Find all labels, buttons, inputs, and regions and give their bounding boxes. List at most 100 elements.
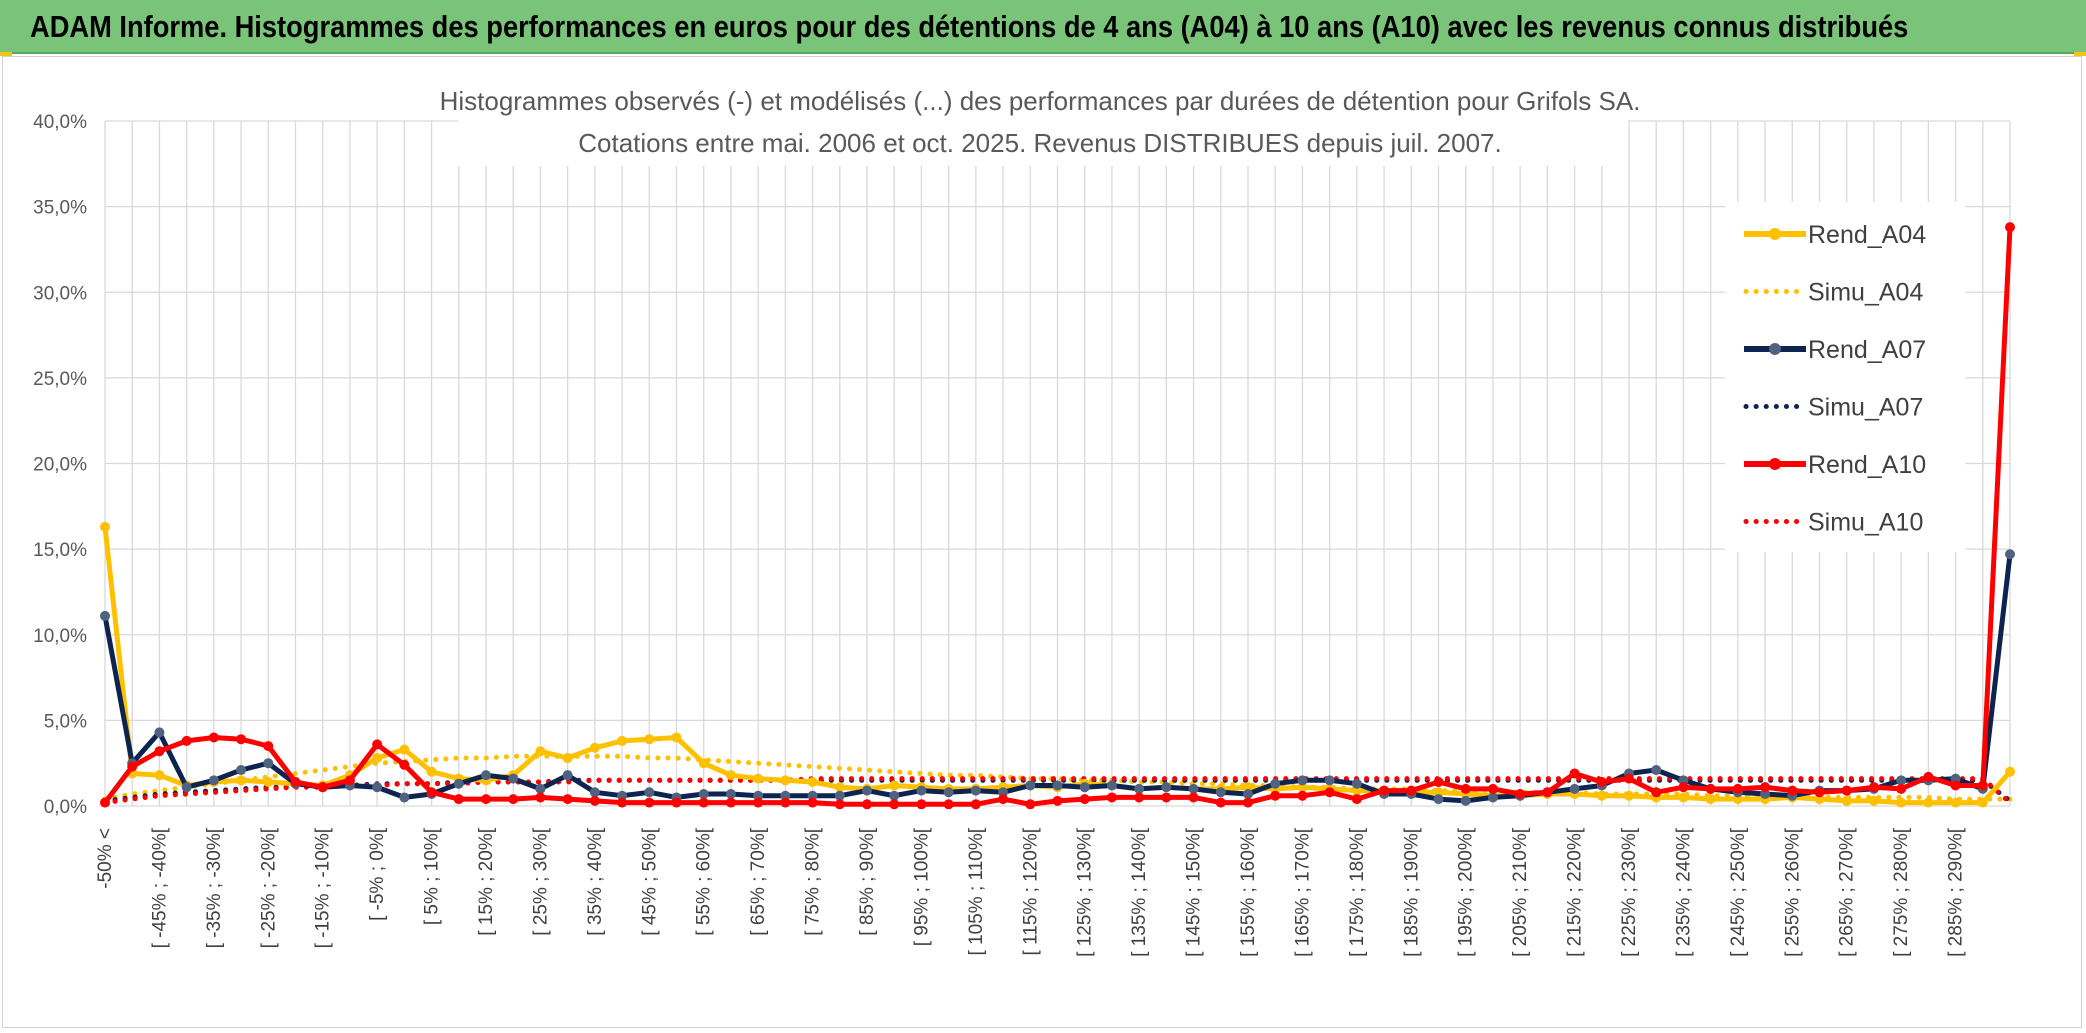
- x-tick-label: [ 175% ; 180%[: [1347, 827, 1368, 957]
- x-tick-label: [ 55% ; 60%[: [694, 827, 715, 935]
- x-tick-label: [ 235% ; 240%[: [1673, 827, 1694, 957]
- data-point: [1406, 785, 1417, 796]
- data-point: [1460, 795, 1471, 806]
- legend-marker: [1769, 343, 1781, 355]
- data-point: [970, 785, 981, 796]
- grid-layer: [104, 120, 2011, 807]
- data-point: [698, 758, 709, 769]
- x-tick-label: [ 135% ; 140%[: [1129, 827, 1150, 957]
- data-point: [589, 795, 600, 806]
- data-point: [236, 734, 247, 745]
- data-point: [1270, 778, 1281, 789]
- data-point: [1678, 792, 1689, 803]
- data-point: [1379, 785, 1390, 796]
- data-point: [562, 770, 573, 781]
- title-backdrop: [458, 78, 1628, 166]
- data-point: [372, 753, 383, 764]
- x-tick-label: [ 155% ; 160%[: [1238, 827, 1259, 957]
- data-point: [1923, 771, 1934, 782]
- data-point: [1106, 792, 1117, 803]
- data-point: [236, 765, 247, 776]
- data-point: [535, 792, 546, 803]
- data-point: [1596, 777, 1607, 788]
- x-tick-label: [ 85% ; 90%[: [857, 827, 878, 935]
- data-point: [1351, 778, 1362, 789]
- data-point: [617, 790, 628, 801]
- data-point: [889, 780, 900, 791]
- data-point: [1025, 780, 1036, 791]
- legend-item-Rend_A04: Rend_A04: [1744, 221, 1926, 249]
- data-point: [1215, 787, 1226, 798]
- data-point: [1760, 789, 1771, 800]
- data-point: [1977, 797, 1988, 808]
- data-point: [589, 787, 600, 798]
- x-tick-label: [ 35% ; 40%[: [585, 827, 606, 935]
- data-point: [1025, 799, 1036, 810]
- data-point: [1624, 773, 1634, 784]
- data-point: [1079, 782, 1090, 793]
- legend-marker: [1769, 228, 1781, 240]
- data-point: [1841, 795, 1852, 806]
- x-tick-label: [ 105% ; 110%[: [966, 827, 987, 955]
- report-banner: ADAM Informe. Histogrammes des performan…: [0, 0, 2086, 54]
- data-point: [807, 777, 818, 788]
- data-point: [1896, 783, 1907, 794]
- y-tick-label: 15,0%: [33, 540, 87, 561]
- x-tick-label: [ 185% ; 190%[: [1401, 827, 1422, 957]
- data-point: [154, 746, 165, 757]
- data-point: [1243, 782, 1253, 793]
- data-point: [1678, 782, 1689, 793]
- x-tick-label: [ -35% ; -30%[: [204, 827, 225, 948]
- data-point: [1161, 782, 1172, 793]
- legend-backdrop: [1725, 202, 1965, 552]
- data-point: [453, 794, 464, 805]
- data-point: [998, 787, 1009, 798]
- data-point: [807, 797, 818, 808]
- data-point: [644, 787, 655, 798]
- report-title: ADAM Informe. Histogrammes des performan…: [30, 9, 1909, 44]
- data-point: [1188, 792, 1199, 803]
- data-point: [1106, 780, 1117, 791]
- data-point: [807, 790, 818, 801]
- data-point: [1297, 782, 1308, 793]
- data-point: [1841, 785, 1852, 796]
- legend-label: Simu_A04: [1808, 279, 1923, 307]
- data-point: [2005, 222, 2015, 233]
- legend-label: Rend_A10: [1808, 451, 1926, 479]
- x-tick-label: [ -25% ; -20%[: [258, 827, 279, 948]
- legend-item-Rend_A07: Rend_A07: [1744, 336, 1926, 364]
- data-point: [399, 792, 410, 803]
- data-point: [1052, 795, 1063, 806]
- data-point: [1814, 787, 1825, 798]
- data-point: [1651, 787, 1662, 798]
- y-tick-label: 30,0%: [33, 283, 87, 304]
- data-point: [725, 797, 736, 808]
- x-tick-label: [ 65% ; 70%[: [748, 827, 769, 935]
- data-point: [1950, 797, 1961, 808]
- x-tick-label: [ 115% ; 120%[: [1020, 827, 1041, 955]
- data-point: [236, 775, 247, 786]
- x-tick-label: [ 285% ; 290%[: [1946, 827, 1967, 957]
- data-point: [426, 787, 437, 798]
- legend-label: Rend_A07: [1808, 336, 1926, 364]
- chart-frame: [2, 56, 2082, 1028]
- x-tick-label: [ 215% ; 220%[: [1565, 827, 1586, 957]
- data-point: [1705, 783, 1716, 794]
- data-point: [154, 727, 165, 738]
- data-point: [753, 773, 764, 784]
- x-tick-label: [ 265% ; 270%[: [1837, 827, 1858, 957]
- data-point: [889, 790, 900, 801]
- data-point: [698, 789, 709, 800]
- x-tick-label: [ 15% ; 20%[: [476, 827, 497, 935]
- data-point: [1351, 794, 1362, 805]
- data-point: [1351, 785, 1362, 796]
- data-point: [1134, 792, 1145, 803]
- x-tick-label: [ 275% ; 280%[: [1891, 827, 1912, 957]
- x-tick-label: [ 225% ; 230%[: [1619, 827, 1640, 957]
- y-tick-label: 25,0%: [33, 369, 87, 390]
- y-tick-label: 35,0%: [33, 198, 87, 219]
- data-point: [263, 758, 274, 769]
- data-point: [1569, 768, 1580, 779]
- data-point: [943, 799, 954, 810]
